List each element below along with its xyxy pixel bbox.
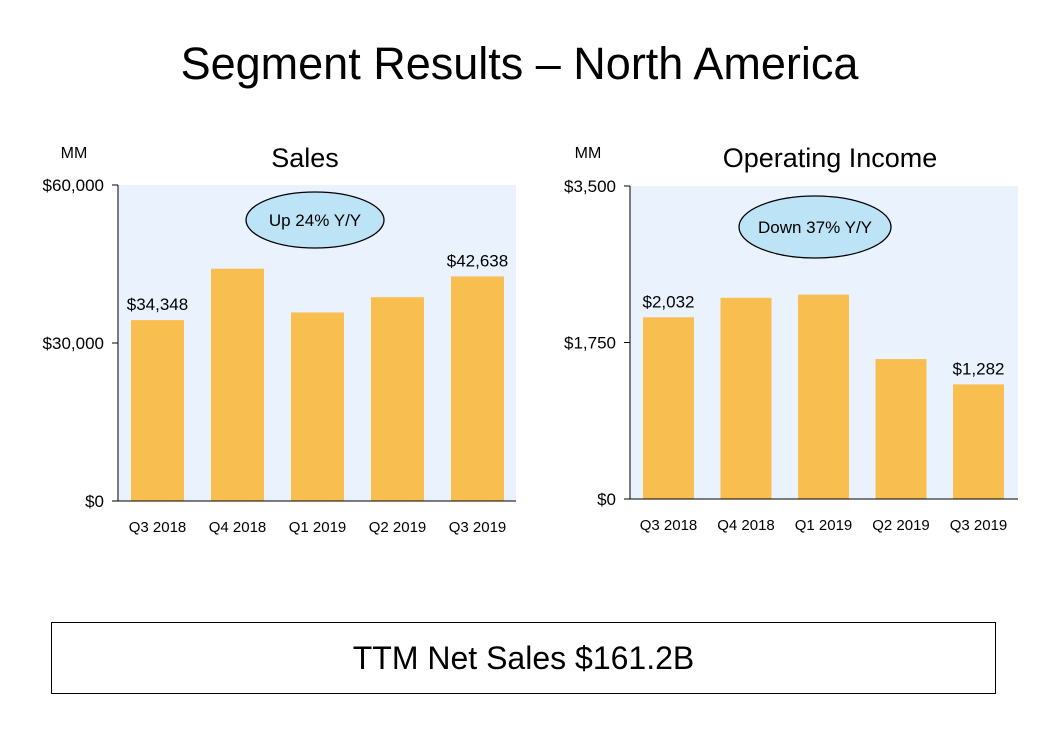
- ttm-net-sales-box: TTM Net Sales $161.2B: [51, 622, 996, 694]
- y-tick-label: $60,000: [43, 176, 104, 195]
- bar: [211, 268, 264, 501]
- bar: [720, 297, 772, 499]
- y-tick-label: $30,000: [43, 334, 104, 353]
- unit-label: MM: [575, 145, 602, 162]
- data-label: $42,638: [447, 251, 508, 270]
- y-tick-label: $0: [597, 490, 616, 509]
- bar: [371, 297, 424, 501]
- bar: [798, 294, 849, 499]
- unit-label: MM: [61, 145, 88, 162]
- annotation-text: Up 24% Y/Y: [269, 211, 361, 230]
- data-label: $1,282: [953, 359, 1005, 378]
- operating-income-chart: Operating Income MM Q3 2018 $2,032 Q4 2018 Q1…: [564, 143, 1018, 534]
- x-tick-label: Q4 2018: [717, 517, 775, 534]
- x-tick-label: Q3 2018: [129, 519, 187, 536]
- data-label: $2,032: [643, 292, 695, 311]
- y-tick-label: $0: [85, 492, 104, 511]
- annotation-ellipse: [738, 195, 892, 259]
- bar: [643, 317, 694, 499]
- x-tick-label: Q1 2019: [795, 517, 853, 534]
- chart-title: Sales: [271, 143, 339, 173]
- bar: [291, 312, 344, 501]
- x-tick-label: Q1 2019: [289, 519, 347, 536]
- y-tick-label: $1,750: [564, 334, 616, 353]
- bar: [953, 384, 1004, 499]
- data-label: $34,348: [127, 295, 188, 314]
- x-tick-label: Q2 2019: [872, 517, 930, 534]
- bar: [875, 359, 927, 499]
- ttm-net-sales-text: TTM Net Sales $161.2B: [352, 639, 695, 676]
- x-tick-label: Q2 2019: [369, 519, 427, 536]
- annotation-text: Down 37% Y/Y: [758, 218, 872, 237]
- annotation-ellipse: [245, 191, 385, 249]
- x-tick-label: Q4 2018: [209, 519, 267, 536]
- bar: [451, 276, 504, 501]
- x-tick-label: Q3 2019: [950, 517, 1008, 534]
- x-tick-label: Q3 2018: [640, 517, 698, 534]
- bar: [131, 320, 184, 501]
- chart-title: Operating Income: [723, 143, 938, 173]
- charts-canvas: Sales MM Q3 2018 $34,348 Q4 2018 Q1 2019 Q2 20…: [43, 143, 1018, 536]
- page-title: Segment Results – North America: [180, 38, 859, 89]
- x-tick-label: Q3 2019: [449, 519, 507, 536]
- sales-chart: Sales MM Q3 2018 $34,348 Q4 2018 Q1 2019 Q2 20…: [43, 143, 516, 536]
- y-tick-label: $3,500: [564, 177, 616, 196]
